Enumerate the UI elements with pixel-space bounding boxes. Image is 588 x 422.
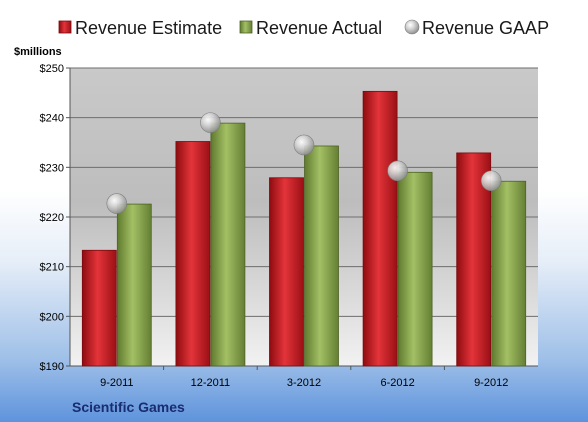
revenue-gaap-marker <box>293 134 315 156</box>
revenue-estimate-bar <box>269 177 304 367</box>
revenue-actual-bar <box>304 145 339 367</box>
legend-swatch-revenue-estimate <box>58 20 72 34</box>
revenue-estimate-bar <box>175 141 211 367</box>
revenue-gaap-marker <box>106 193 128 214</box>
x-tick-label: 12-2011 <box>191 377 231 389</box>
revenue-actual-bar <box>397 171 433 367</box>
x-tick-label: 6-2012 <box>380 377 414 389</box>
x-tick-label: 9-2012 <box>474 377 508 389</box>
legend-label: Revenue Actual <box>256 18 382 38</box>
legend-label: Revenue Estimate <box>75 18 222 38</box>
x-tick-label: 3-2012 <box>287 377 321 389</box>
y-tick-label: $230 <box>40 162 64 174</box>
y-tick-label: $220 <box>40 212 64 224</box>
revenue-estimate-bar <box>362 90 398 367</box>
legend-swatch-revenue-gaap <box>404 19 420 35</box>
revenue-gaap-marker <box>387 160 408 182</box>
y-axis-unit-label: $millions <box>14 46 62 58</box>
revenue-actual-bar <box>116 203 152 367</box>
y-tick-label: $250 <box>40 63 64 75</box>
y-tick-label: $200 <box>40 311 64 323</box>
revenue-estimate-bar <box>81 249 117 367</box>
y-tick-label: $240 <box>40 113 64 125</box>
revenue-gaap-marker <box>200 112 221 133</box>
y-tick-label: $190 <box>40 361 64 373</box>
company-name: Scientific Games <box>72 399 185 415</box>
legend-swatch-revenue-actual <box>239 20 253 34</box>
y-tick-label: $210 <box>40 262 64 274</box>
x-tick-label: 9-2011 <box>100 377 133 389</box>
revenue-actual-bar <box>491 180 527 367</box>
revenue-actual-bar <box>210 122 246 367</box>
legend-label: Revenue GAAP <box>422 18 549 38</box>
revenue-gaap-marker <box>480 170 502 192</box>
